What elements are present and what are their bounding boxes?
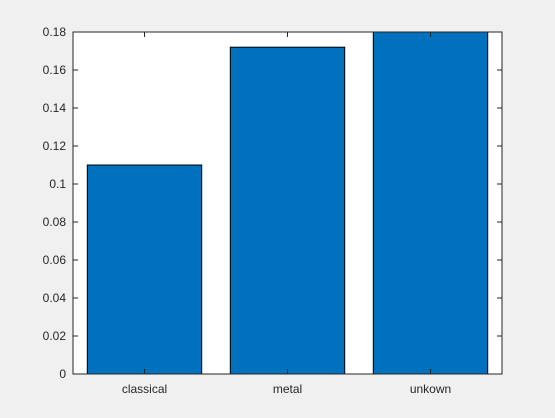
y-tick-label: 0.16 <box>43 63 67 77</box>
bar-unkown <box>372 31 489 375</box>
y-tick-label: 0.18 <box>43 25 67 39</box>
x-tick-label-metal: metal <box>273 382 302 396</box>
y-tick-label: 0.12 <box>43 139 67 153</box>
y-tick-label: 0 <box>59 367 66 381</box>
y-tick-label: 0.1 <box>49 177 66 191</box>
x-tick-label-classical: classical <box>122 382 167 396</box>
y-tick-label: 0.06 <box>43 253 67 267</box>
y-tick-label: 0.08 <box>43 215 67 229</box>
y-tick-label: 0.04 <box>43 291 67 305</box>
y-tick-label: 0.14 <box>43 101 67 115</box>
x-tick-label-unkown: unkown <box>410 382 451 396</box>
plot-area: 0 0.02 0.04 0.06 0.08 0.1 0.12 0.14 0.16 0.18 clas… <box>43 25 503 396</box>
y-tick-label: 0.02 <box>43 329 67 343</box>
bar-metal <box>229 46 346 375</box>
bar-classical <box>86 164 203 375</box>
